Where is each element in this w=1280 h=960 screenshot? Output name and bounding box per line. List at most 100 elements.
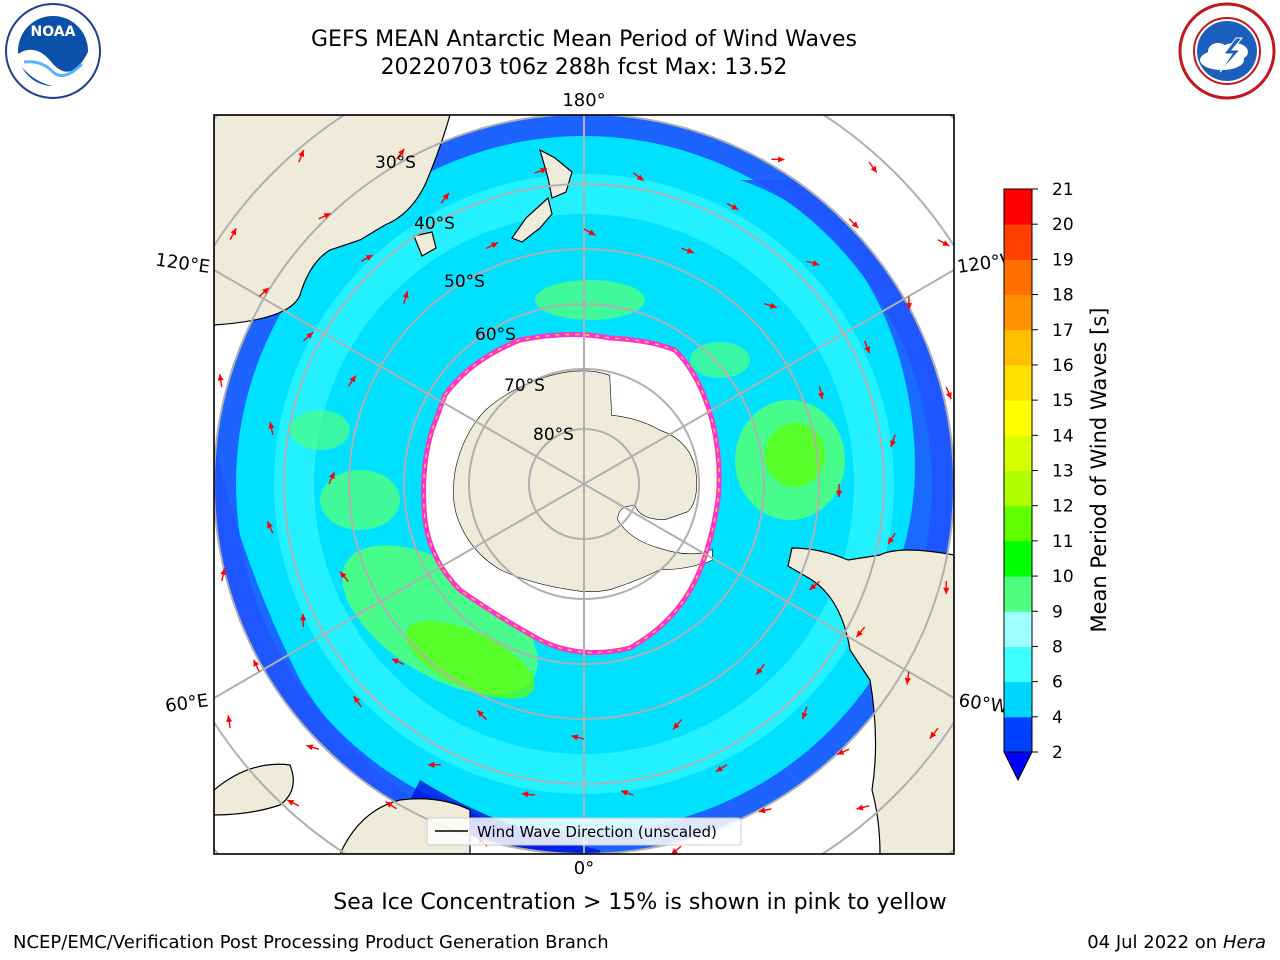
colorbar-bin	[1004, 329, 1032, 366]
wind-arrow-head	[349, 375, 356, 383]
wind-arrow-head	[220, 568, 227, 576]
colorbar-under-arrow	[1003, 751, 1033, 782]
wind-arrow-head	[253, 659, 260, 667]
wind-arrow-head	[809, 583, 817, 590]
wind-arrow-head	[812, 260, 820, 267]
colorbar-bin	[1004, 681, 1032, 718]
wind-arrow-head	[306, 744, 314, 751]
wind-arrow-head	[636, 174, 644, 181]
wind-arrow-head	[621, 790, 628, 796]
wind-arrow-head	[491, 242, 499, 249]
wind-arrow-head	[402, 291, 409, 299]
wind-arrow-head	[758, 807, 766, 814]
wind-arrow-head	[298, 150, 305, 158]
map-legend: Wind Wave Direction (unscaled)	[426, 817, 742, 846]
wind-arrow-head	[837, 749, 845, 755]
colorbar-bin	[1004, 470, 1032, 507]
lon-label-0: 0°	[574, 858, 594, 879]
footer-date-text: 04 Jul 2022 on	[1087, 932, 1223, 953]
graticule	[214, 115, 954, 854]
map-frame	[213, 114, 955, 855]
lat-label-60s: 60°S	[475, 325, 516, 345]
sea-ice-caption: Sea Ice Concentration > 15% is shown in …	[333, 890, 947, 915]
colorbar-tick-label: 17	[1052, 321, 1074, 341]
wind-arrow-head	[673, 722, 680, 730]
wind-arrow-head	[856, 630, 863, 638]
wind-direction-arrows	[217, 148, 952, 854]
colorbar-bin	[1004, 505, 1032, 542]
wind-arrow-head	[870, 165, 877, 173]
lon-label-60e: 60°E	[164, 690, 210, 717]
colorbar-bin	[1004, 611, 1032, 647]
wind-arrow-head	[230, 228, 237, 236]
wind-arrow-head	[226, 715, 233, 723]
lat-label-80s: 80°S	[533, 425, 574, 445]
wind-arrow-head	[835, 490, 843, 497]
wind-arrow-head	[217, 374, 224, 381]
wind-arrow-head	[778, 156, 785, 163]
colorbar-bin	[1004, 646, 1032, 683]
wind-arrow-head	[904, 677, 911, 685]
legend-label: Wind Wave Direction (unscaled)	[477, 823, 717, 841]
colorbar-tick-label: 6	[1052, 673, 1063, 693]
wind-arrow-head	[477, 710, 484, 717]
wind-arrow-head	[287, 800, 295, 806]
lat-label-50s: 50°S	[444, 272, 485, 292]
wind-arrow-head	[943, 587, 950, 595]
wind-arrow-head	[716, 765, 723, 772]
colorbar-label: Mean Period of Wind Waves [s]	[1087, 308, 1111, 633]
colorbar-bin	[1004, 364, 1032, 401]
wind-arrow-head	[864, 346, 870, 354]
wind-arrow-head	[890, 440, 896, 448]
wind-arrow-head	[427, 761, 435, 768]
colorbar-tick-label: 15	[1052, 391, 1074, 411]
lon-label-120e: 120°E	[154, 250, 211, 278]
colorbar-bin	[1004, 540, 1032, 577]
lon-label-180: 180°	[562, 90, 605, 111]
colorbar-bin	[1004, 716, 1032, 753]
colorbar-tick-label: 8	[1052, 637, 1063, 657]
wind-arrow-head	[888, 537, 895, 545]
wind-arrow-head	[801, 712, 808, 720]
lat-label-30s: 30°S	[375, 153, 416, 173]
wind-arrow-head	[588, 229, 596, 236]
sea-ice-region	[423, 334, 720, 653]
colorbar-tick-label: 14	[1052, 426, 1074, 446]
wind-arrow-head	[856, 804, 864, 811]
chart-subtitle: 20220703 t06z 288h fcst Max: 13.52	[380, 55, 788, 80]
wind-arrow-head	[306, 332, 314, 339]
wind-arrow-head	[851, 221, 859, 229]
colorbar-tick-label: 19	[1052, 250, 1074, 270]
wind-arrow-head	[942, 240, 950, 246]
colorbar-bin	[1004, 294, 1032, 331]
wind-arrow-head	[329, 472, 335, 480]
wind-arrow-head	[340, 571, 347, 579]
lon-label-60w: 60°W	[957, 690, 1009, 718]
wind-arrow-head	[353, 696, 360, 704]
colorbar-bin	[1004, 435, 1032, 471]
noaa-logo-text: NOAA	[31, 24, 76, 40]
wind-arrow-head	[267, 521, 273, 529]
colorbar-tick-label: 13	[1052, 462, 1074, 482]
colorbar-tick-label: 4	[1052, 708, 1063, 728]
wind-arrow-head	[385, 801, 393, 808]
colorbar-bin	[1004, 224, 1032, 260]
lat-label-40s: 40°S	[414, 214, 455, 234]
colorbar-tick-label: 11	[1052, 532, 1074, 552]
wind-arrow-head	[756, 667, 763, 675]
nws-logo	[1176, 2, 1278, 100]
wind-arrow-head	[442, 192, 449, 200]
footer-producer: NCEP/EMC/Verification Post Processing Pr…	[13, 932, 609, 953]
colorbar-bin	[1004, 189, 1032, 225]
chart-title: GEFS MEAN Antarctic Mean Period of Wind …	[311, 27, 857, 52]
colorbar-tick-label: 18	[1052, 286, 1074, 306]
colorbar-bin	[1004, 576, 1032, 612]
colorbar-tick-label: 20	[1052, 215, 1074, 235]
colorbar-bin	[1004, 400, 1032, 436]
wind-arrow-head	[300, 614, 307, 621]
wind-arrow-head	[540, 167, 548, 174]
wind-arrow-head	[818, 392, 824, 400]
colorbar-bin	[1004, 259, 1032, 296]
wind-arrow-head	[323, 213, 331, 219]
